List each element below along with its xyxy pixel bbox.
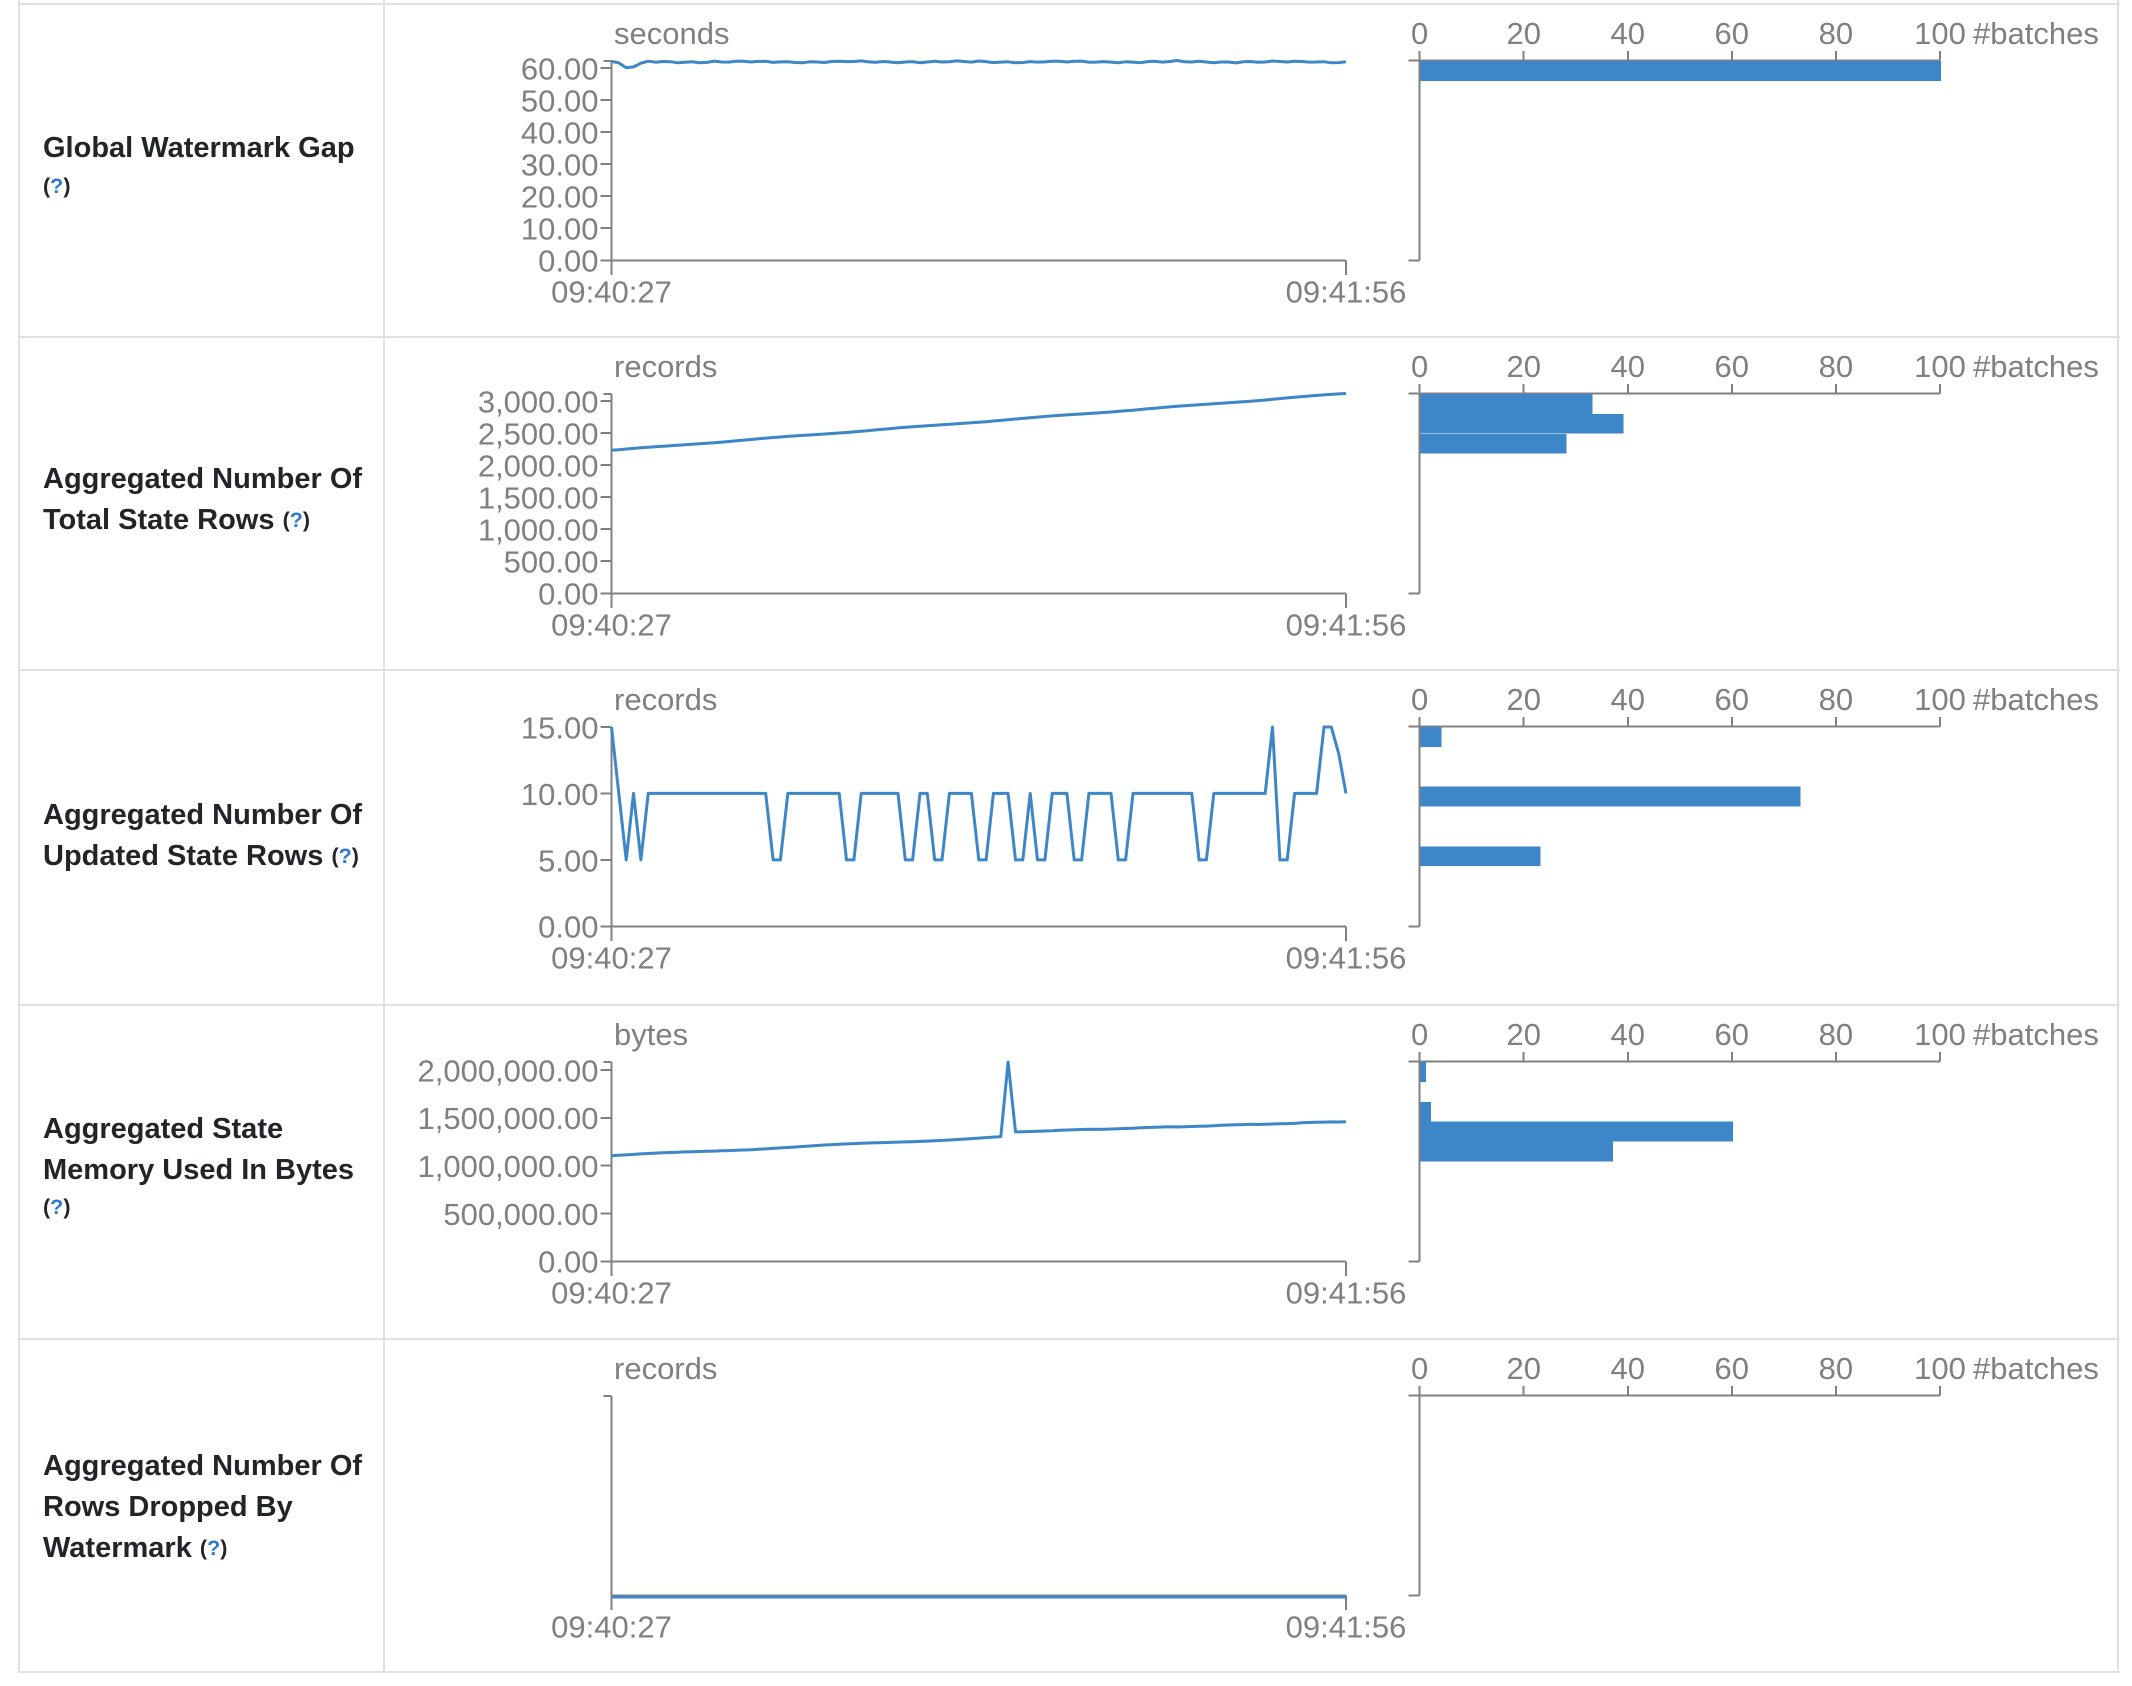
svg-text:80: 80 [1819,1351,1853,1386]
svg-text:0.00: 0.00 [538,576,598,611]
svg-text:100: 100 [1914,349,1966,384]
svg-text:80: 80 [1819,682,1853,717]
svg-text:50.00: 50.00 [521,83,599,118]
svg-text:500.00: 500.00 [504,544,599,579]
svg-text:09:41:56: 09:41:56 [1286,274,1407,309]
svg-text:0: 0 [1411,16,1428,51]
svg-text:40: 40 [1611,349,1645,384]
svg-text:10.00: 10.00 [521,777,599,812]
svg-text:09:40:27: 09:40:27 [551,1275,672,1310]
svg-text:#batches: #batches [1973,349,2099,384]
svg-text:1,500.00: 1,500.00 [478,480,599,515]
svg-text:2,000,000.00: 2,000,000.00 [417,1053,598,1088]
svg-text:60: 60 [1715,1351,1749,1386]
svg-text:80: 80 [1819,349,1853,384]
svg-text:0: 0 [1411,349,1428,384]
svg-text:5.00: 5.00 [538,843,598,878]
svg-text:09:40:27: 09:40:27 [551,941,672,976]
svg-text:#batches: #batches [1973,1017,2099,1052]
svg-text:#batches: #batches [1973,16,2099,51]
svg-text:100: 100 [1914,16,1966,51]
svg-text:80: 80 [1819,16,1853,51]
svg-text:10.00: 10.00 [521,211,599,246]
svg-text:20.00: 20.00 [521,179,599,214]
svg-text:60: 60 [1715,682,1749,717]
svg-text:40: 40 [1611,1351,1645,1386]
svg-text:09:40:27: 09:40:27 [551,607,672,642]
svg-text:records: records [614,682,717,717]
svg-text:3,000.00: 3,000.00 [478,384,599,419]
svg-text:records: records [614,349,717,384]
svg-text:100: 100 [1914,1351,1966,1386]
svg-text:09:41:56: 09:41:56 [1286,607,1407,642]
svg-text:20: 20 [1506,682,1540,717]
svg-text:1,500,000.00: 1,500,000.00 [417,1101,598,1136]
svg-text:500,000.00: 500,000.00 [443,1196,598,1231]
svg-text:#batches: #batches [1973,682,2099,717]
svg-text:09:40:27: 09:40:27 [551,274,672,309]
svg-text:40: 40 [1611,1017,1645,1052]
svg-text:20: 20 [1506,1351,1540,1386]
svg-text:60.00: 60.00 [521,51,599,86]
svg-text:0.00: 0.00 [538,243,598,278]
svg-text:60: 60 [1715,16,1749,51]
svg-text:2,000.00: 2,000.00 [478,448,599,483]
svg-text:09:40:27: 09:40:27 [551,1609,672,1644]
svg-text:20: 20 [1506,1017,1540,1052]
svg-text:1,000,000.00: 1,000,000.00 [417,1149,598,1184]
svg-text:records: records [614,1351,717,1386]
svg-text:0: 0 [1411,682,1428,717]
svg-text:60: 60 [1715,349,1749,384]
svg-text:bytes: bytes [614,1017,688,1052]
svg-text:#batches: #batches [1973,1351,2099,1386]
svg-text:09:41:56: 09:41:56 [1286,1609,1407,1644]
svg-text:1,000.00: 1,000.00 [478,512,599,547]
svg-text:40: 40 [1611,682,1645,717]
svg-text:100: 100 [1914,1017,1966,1052]
svg-text:80: 80 [1819,1017,1853,1052]
svg-text:0.00: 0.00 [538,1244,598,1279]
svg-text:seconds: seconds [614,16,729,51]
svg-text:2,500.00: 2,500.00 [478,416,599,451]
svg-text:0.00: 0.00 [538,910,598,945]
svg-text:09:41:56: 09:41:56 [1286,941,1407,976]
svg-text:100: 100 [1914,682,1966,717]
svg-text:15.00: 15.00 [521,710,599,745]
svg-text:30.00: 30.00 [521,147,599,182]
svg-text:40.00: 40.00 [521,115,599,150]
svg-text:40: 40 [1611,16,1645,51]
svg-text:0: 0 [1411,1017,1428,1052]
svg-text:20: 20 [1506,349,1540,384]
svg-text:09:41:56: 09:41:56 [1286,1275,1407,1310]
svg-text:60: 60 [1715,1017,1749,1052]
svg-text:0: 0 [1411,1351,1428,1386]
svg-text:20: 20 [1506,16,1540,51]
